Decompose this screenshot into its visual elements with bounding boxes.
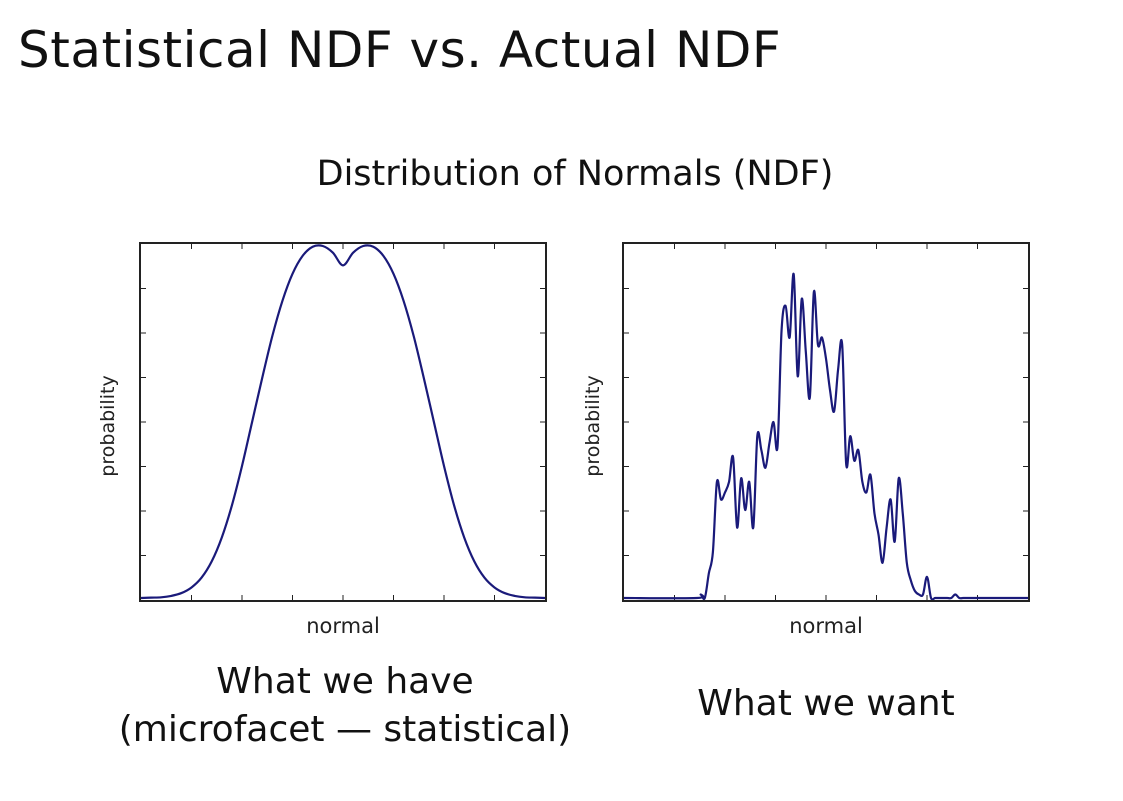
slide-title: Statistical NDF vs. Actual NDF [18,21,782,79]
caption-actual-line1: What we want [697,683,955,724]
plot-area-statistical [139,242,547,602]
caption-statistical: What we have (microfacet — statistical) [95,658,595,754]
chart-subtitle: Distribution of Normals (NDF) [316,154,834,194]
x-axis-label-actual: normal [789,614,863,638]
caption-actual: What we want [576,680,1076,728]
plot-area-actual [622,242,1030,602]
ndf-chart-actual [624,244,1028,600]
caption-statistical-line1: What we have [216,661,474,702]
ndf-chart-statistical [141,244,545,600]
actual-series-line [624,273,1028,600]
x-axis-label-statistical: normal [306,614,380,638]
statistical-series-line [141,244,545,600]
y-axis-label-actual: probability [582,375,604,477]
caption-statistical-line2: (microfacet — statistical) [118,709,572,750]
y-axis-label-statistical: probability [97,375,119,477]
